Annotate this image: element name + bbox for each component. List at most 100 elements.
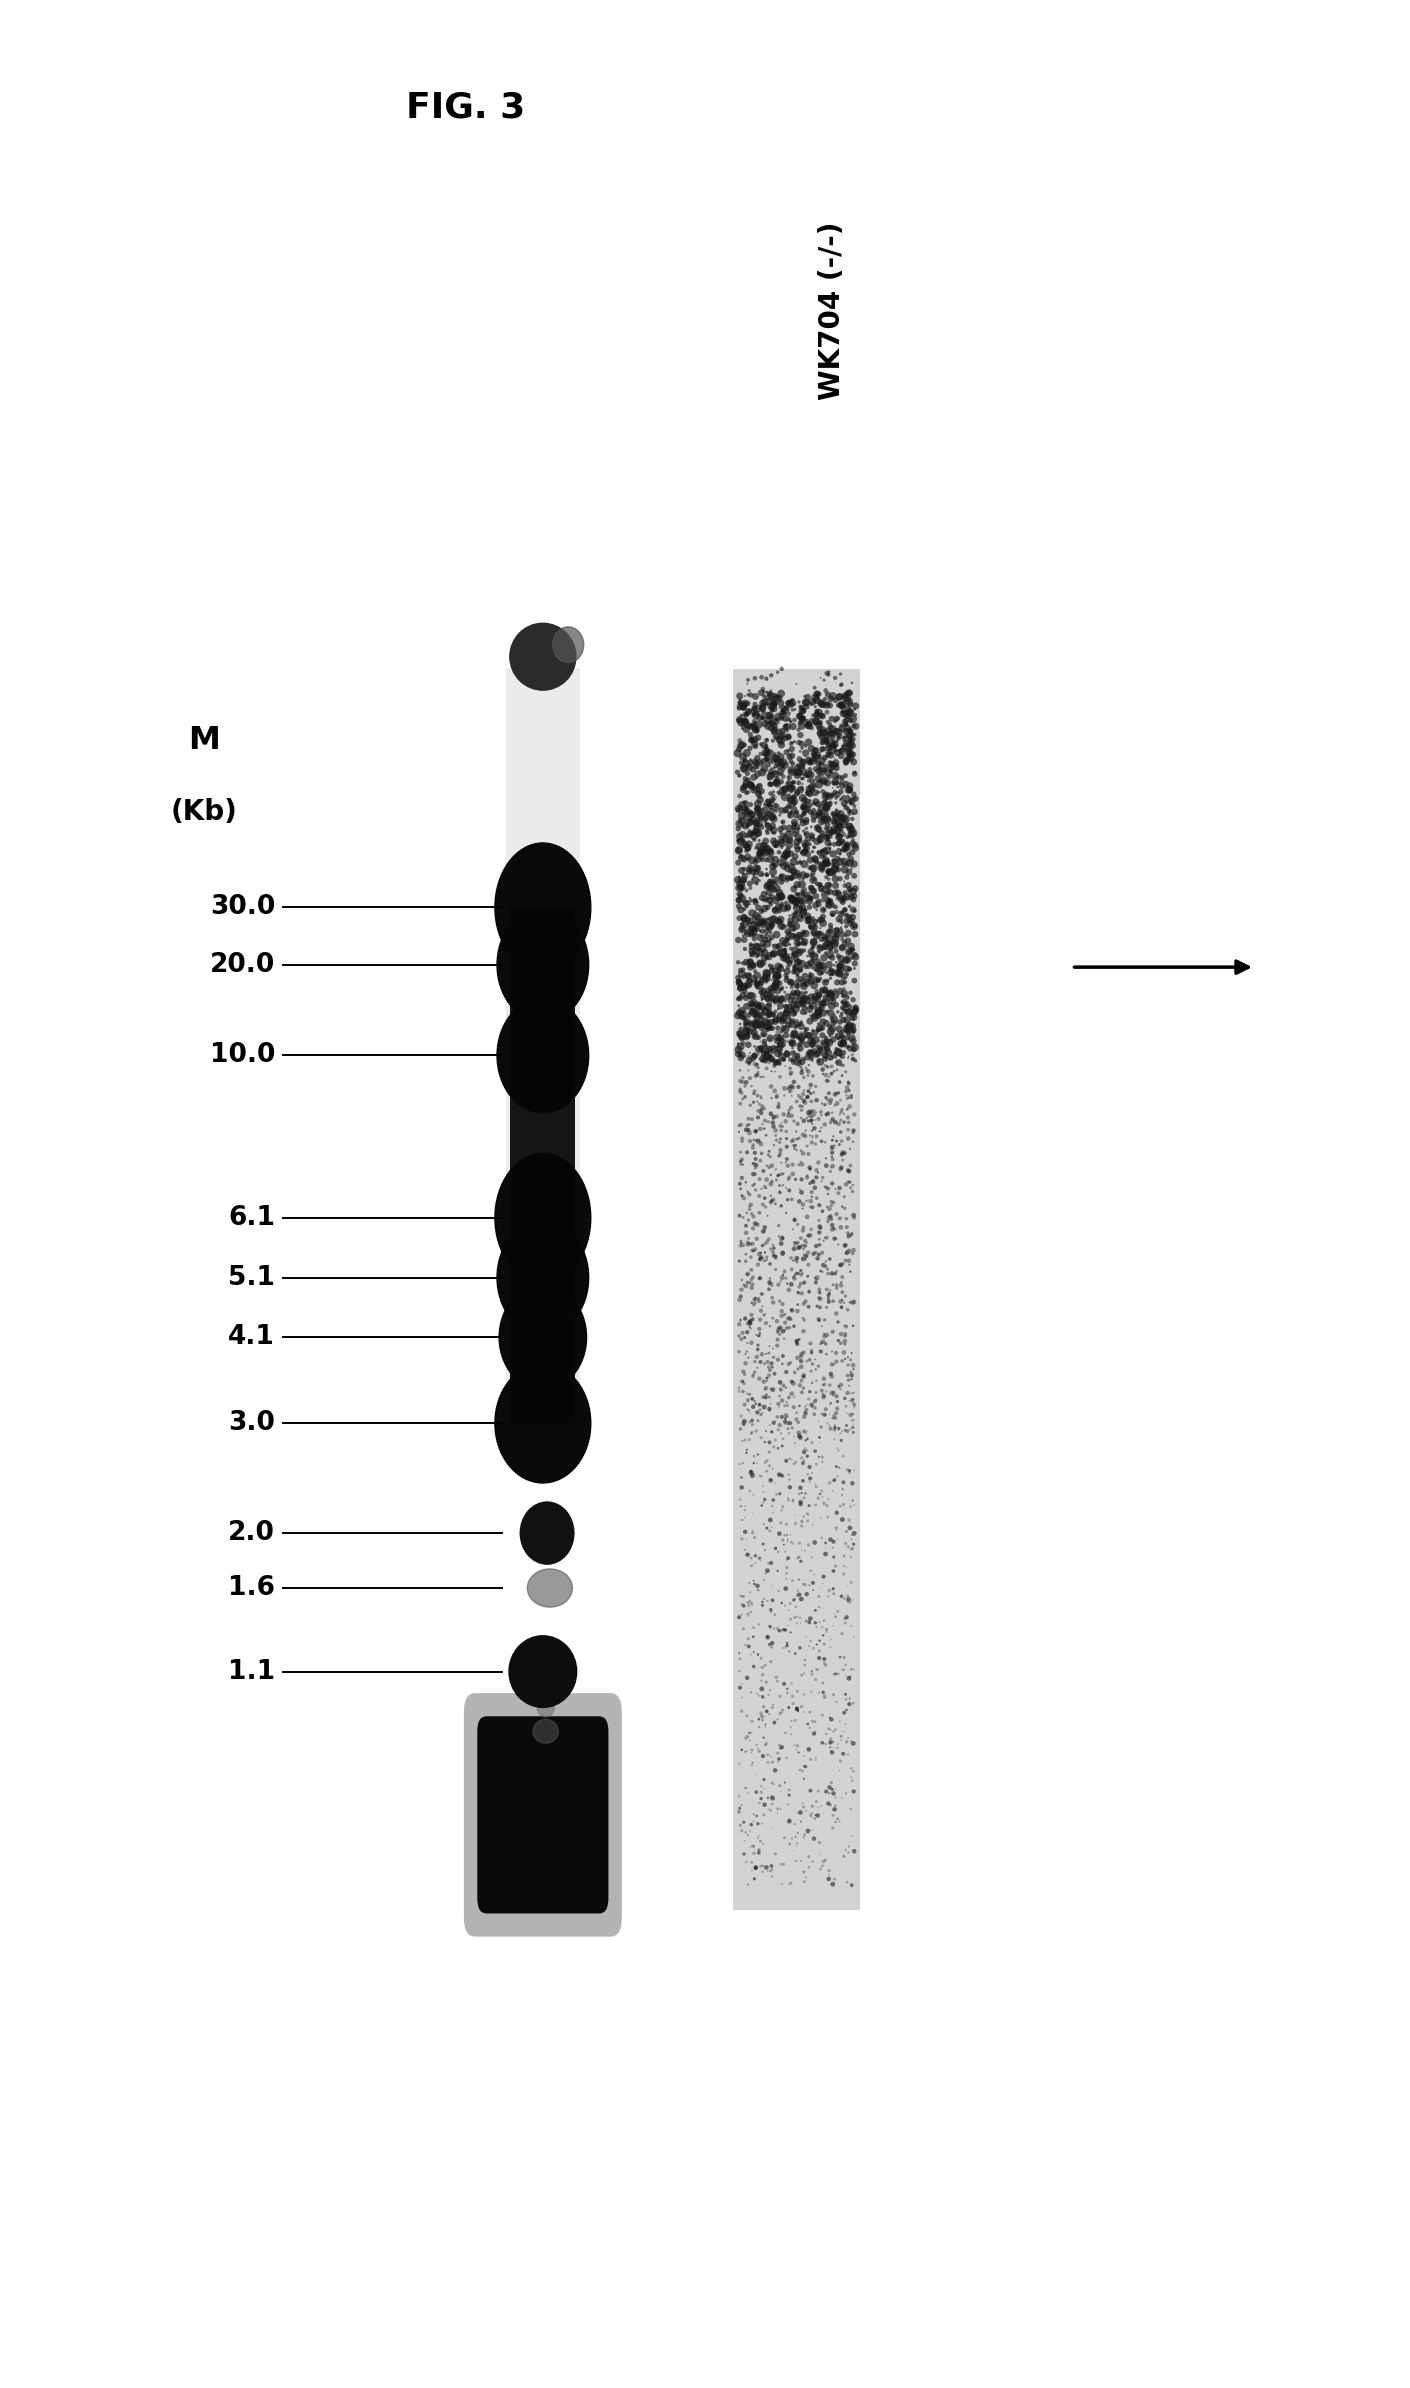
Point	[774, 931, 797, 970]
Point	[776, 845, 798, 884]
Point	[746, 1392, 768, 1430]
Point	[746, 929, 768, 967]
Point	[835, 702, 857, 740]
Point	[838, 950, 860, 989]
Point	[787, 831, 809, 869]
Point	[760, 690, 783, 728]
Point	[743, 1036, 766, 1075]
Point	[749, 800, 771, 838]
Point	[832, 1650, 854, 1688]
Point	[750, 1418, 773, 1457]
Point	[747, 1636, 770, 1674]
Point	[739, 1113, 761, 1151]
Point	[814, 1036, 836, 1075]
Point	[733, 1512, 756, 1550]
Point	[836, 1151, 859, 1189]
Point	[808, 867, 830, 905]
Point	[815, 810, 838, 848]
Point	[774, 927, 797, 965]
Point	[799, 1075, 822, 1113]
Point	[809, 1094, 832, 1132]
Point	[739, 1263, 761, 1301]
Point	[778, 759, 801, 798]
Point	[839, 1340, 862, 1378]
Point	[783, 1044, 805, 1082]
Point	[839, 1657, 862, 1695]
Point	[828, 953, 850, 991]
Point	[794, 1010, 816, 1048]
Point	[740, 1844, 763, 1882]
Point	[743, 1036, 766, 1075]
Point	[768, 1218, 791, 1256]
Point	[768, 1309, 791, 1347]
Point	[773, 1022, 795, 1060]
Point	[776, 836, 798, 874]
Point	[823, 1087, 846, 1125]
Point	[797, 1421, 819, 1459]
Point	[736, 1254, 759, 1292]
Point	[799, 857, 822, 896]
Point	[816, 685, 839, 724]
Point	[830, 800, 853, 838]
Point	[818, 1774, 840, 1812]
Point	[799, 1215, 822, 1254]
Point	[736, 1323, 759, 1361]
Point	[730, 943, 753, 981]
Point	[760, 1509, 783, 1547]
Point	[742, 1617, 764, 1655]
Point	[783, 790, 805, 829]
Point	[798, 1488, 821, 1526]
Point	[795, 1576, 818, 1614]
Point	[819, 910, 842, 948]
Point	[767, 1552, 790, 1590]
Point	[788, 733, 811, 771]
Point	[756, 991, 778, 1029]
Point	[760, 867, 783, 905]
Point	[777, 1094, 799, 1132]
Point	[768, 981, 791, 1020]
Point	[763, 927, 785, 965]
Point	[729, 876, 752, 915]
Point	[764, 702, 787, 740]
Point	[770, 879, 792, 917]
Point	[777, 814, 799, 853]
Point	[792, 967, 815, 1005]
Point	[821, 1134, 843, 1173]
Point	[767, 1612, 790, 1650]
Point	[759, 1263, 781, 1301]
Point	[777, 1478, 799, 1516]
Point	[790, 1750, 812, 1789]
Point	[756, 917, 778, 955]
Point	[798, 1567, 821, 1605]
Point	[832, 824, 854, 862]
Point	[839, 736, 862, 774]
Point	[746, 712, 768, 750]
Point	[733, 1490, 756, 1528]
Point	[737, 747, 760, 786]
Point	[821, 1734, 843, 1772]
Point	[771, 1041, 794, 1079]
Point	[767, 1428, 790, 1466]
Point	[785, 1003, 808, 1041]
Point	[799, 1211, 822, 1249]
Point	[818, 1395, 840, 1433]
Point	[821, 998, 843, 1036]
Point	[778, 989, 801, 1027]
Point	[759, 788, 781, 826]
Point	[732, 821, 754, 860]
Point	[760, 907, 783, 946]
Point	[750, 1125, 773, 1163]
Point	[821, 938, 843, 977]
Point	[801, 1793, 823, 1832]
Point	[794, 831, 816, 869]
Point	[757, 786, 780, 824]
Point	[839, 898, 862, 936]
Point	[750, 659, 773, 697]
Point	[760, 905, 783, 943]
Point	[799, 1034, 822, 1072]
Point	[822, 776, 845, 814]
Point	[752, 929, 774, 967]
Point	[770, 1772, 792, 1810]
Point	[736, 762, 759, 800]
Point	[759, 1266, 781, 1304]
